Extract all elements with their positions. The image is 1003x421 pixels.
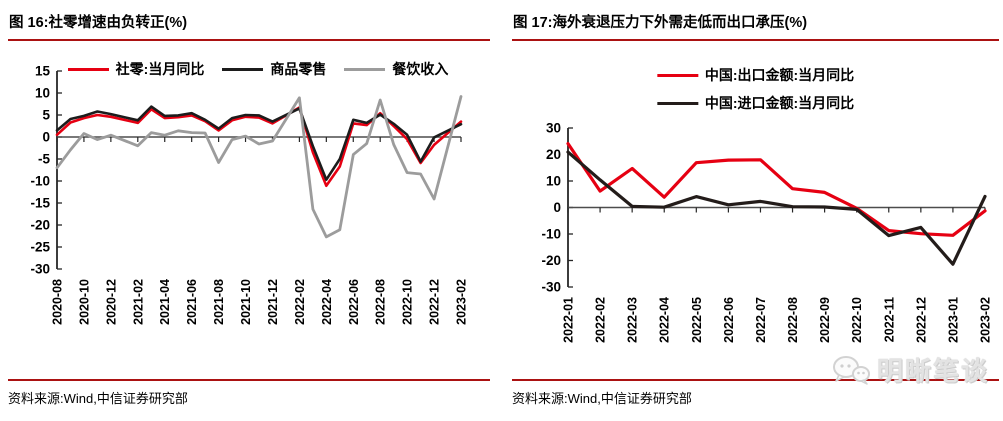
x-tick-label: 2021-12 — [266, 279, 280, 325]
x-tick-label: 2022-12 — [914, 297, 928, 343]
x-tick-label: 2022-04 — [658, 297, 672, 343]
x-tick-label: 2022-10 — [401, 279, 415, 325]
x-tick-label: 2022-06 — [347, 279, 361, 325]
series-line-0 — [566, 142, 987, 237]
x-tick-label: 2020-08 — [51, 279, 65, 325]
y-tick-label: 20 — [546, 147, 561, 162]
figure-17-legend: 中国:出口金额:当月同比 中国:进口金额:当月同比 — [656, 65, 855, 113]
x-tick-label: 2022-05 — [690, 297, 704, 343]
legend-label: 社零:当月同比 — [115, 61, 205, 77]
legend-line-swatch — [67, 67, 109, 71]
x-tick-label: 2021-10 — [239, 279, 253, 325]
y-tick-label: 10 — [546, 174, 561, 189]
x-tick-label: 2022-09 — [818, 297, 832, 343]
x-tick-label: 2022-02 — [293, 279, 307, 325]
source-text: 资料来源:Wind,中信证券研究部 — [8, 391, 188, 406]
legend-label: 商品零售 — [270, 61, 327, 77]
legend-line-swatch — [656, 73, 698, 77]
source-text: 资料来源:Wind,中信证券研究部 — [512, 391, 692, 406]
y-tick-label: -30 — [30, 262, 50, 277]
x-tick-label: 2022-10 — [850, 297, 864, 343]
x-tick-label: 2022-08 — [786, 297, 800, 343]
x-tick-label: 2020-10 — [77, 279, 91, 325]
figure-16-source: 资料来源:Wind,中信证券研究部 — [8, 379, 490, 407]
wechat-bubbles-icon — [832, 355, 870, 385]
x-tick-label: 2022-12 — [428, 279, 442, 325]
y-tick-label: -10 — [30, 174, 50, 189]
y-tick-label: 10 — [35, 86, 50, 101]
x-tick-label: 2020-12 — [104, 279, 118, 325]
legend-label: 中国:进口金额:当月同比 — [704, 95, 855, 111]
figure-16-legend: 社零:当月同比 商品零售 餐饮收入 — [50, 59, 466, 79]
figure-16-title: 图 16:社零增速由负转正(%) — [8, 8, 490, 41]
figure-17-title: 图 17:海外衰退压力下外需走低而出口承压(%) — [512, 8, 999, 41]
x-tick-label: 2022-03 — [626, 297, 640, 343]
figure-17-chart-area: 30 20 10 0 -10 -20 -30 2022-01 2022-02 2022-03 202… — [512, 41, 999, 381]
figure-17-panel: 图 17:海外衰退压力下外需走低而出口承压(%) 30 20 10 0 -10 -20 -3… — [512, 8, 999, 413]
y-tick-label: 15 — [35, 64, 51, 79]
x-tick-label: 2022-06 — [722, 297, 736, 343]
y-tick-label: -30 — [541, 280, 561, 295]
x-tick-label: 2021-06 — [185, 279, 199, 325]
y-tick-label: 0 — [42, 130, 50, 145]
legend-line-swatch — [344, 67, 386, 71]
legend-label: 中国:出口金额:当月同比 — [704, 67, 855, 83]
y-tick-label: -20 — [30, 218, 50, 233]
y-tick-label: -20 — [541, 253, 561, 268]
legend-label: 餐饮收入 — [392, 61, 449, 77]
y-tick-label: -25 — [30, 240, 50, 255]
x-tick-label: 2021-08 — [212, 279, 226, 325]
series-line-2 — [55, 95, 463, 239]
brand-watermark: 明晰笔谈 — [831, 351, 989, 388]
figure-16-chart-area: 15 10 5 0 -5 -10 -15 -20 -25 -30 2020-08 2020-10 202… — [8, 41, 490, 381]
x-tick-label: 2023-02 — [455, 279, 469, 325]
x-tick-label: 2023-02 — [979, 297, 993, 343]
x-tick-label: 2021-04 — [158, 279, 172, 325]
x-tick-label: 2022-11 — [882, 297, 896, 342]
x-tick-label: 2022-04 — [320, 279, 334, 325]
series-line-0 — [55, 106, 463, 188]
figure-16-panel: 图 16:社零增速由负转正(%) 15 10 5 0 -5 -10 -15 -20 -25 -30… — [8, 8, 490, 413]
watermark-text: 明晰笔谈 — [876, 356, 989, 386]
y-tick-label: -5 — [38, 152, 50, 167]
y-tick-label: -15 — [30, 196, 50, 211]
x-tick-label: 2022-02 — [594, 297, 608, 343]
legend-line-swatch — [222, 67, 264, 71]
x-tick-label: 2022-07 — [754, 297, 768, 343]
x-tick-label: 2022-01 — [562, 297, 576, 343]
x-tick-label: 2023-01 — [946, 297, 960, 343]
y-tick-label: 5 — [42, 108, 50, 123]
series-line-1 — [566, 150, 987, 266]
y-tick-label: -10 — [541, 227, 561, 242]
legend-item-1: 商品零售 — [222, 59, 326, 79]
legend-item-0: 社零:当月同比 — [67, 59, 205, 79]
legend-item-2: 餐饮收入 — [344, 59, 448, 79]
x-tick-label: 2022-08 — [374, 279, 388, 325]
legend-item-1: 中国:进口金额:当月同比 — [656, 93, 855, 113]
x-tick-label: 2021-02 — [131, 279, 145, 325]
legend-line-swatch — [656, 101, 698, 105]
figure-17-source: 资料来源:Wind,中信证券研究部 — [512, 379, 999, 407]
y-tick-label: 0 — [553, 200, 561, 215]
y-tick-label: 30 — [546, 121, 561, 136]
legend-item-0: 中国:出口金额:当月同比 — [656, 65, 855, 85]
